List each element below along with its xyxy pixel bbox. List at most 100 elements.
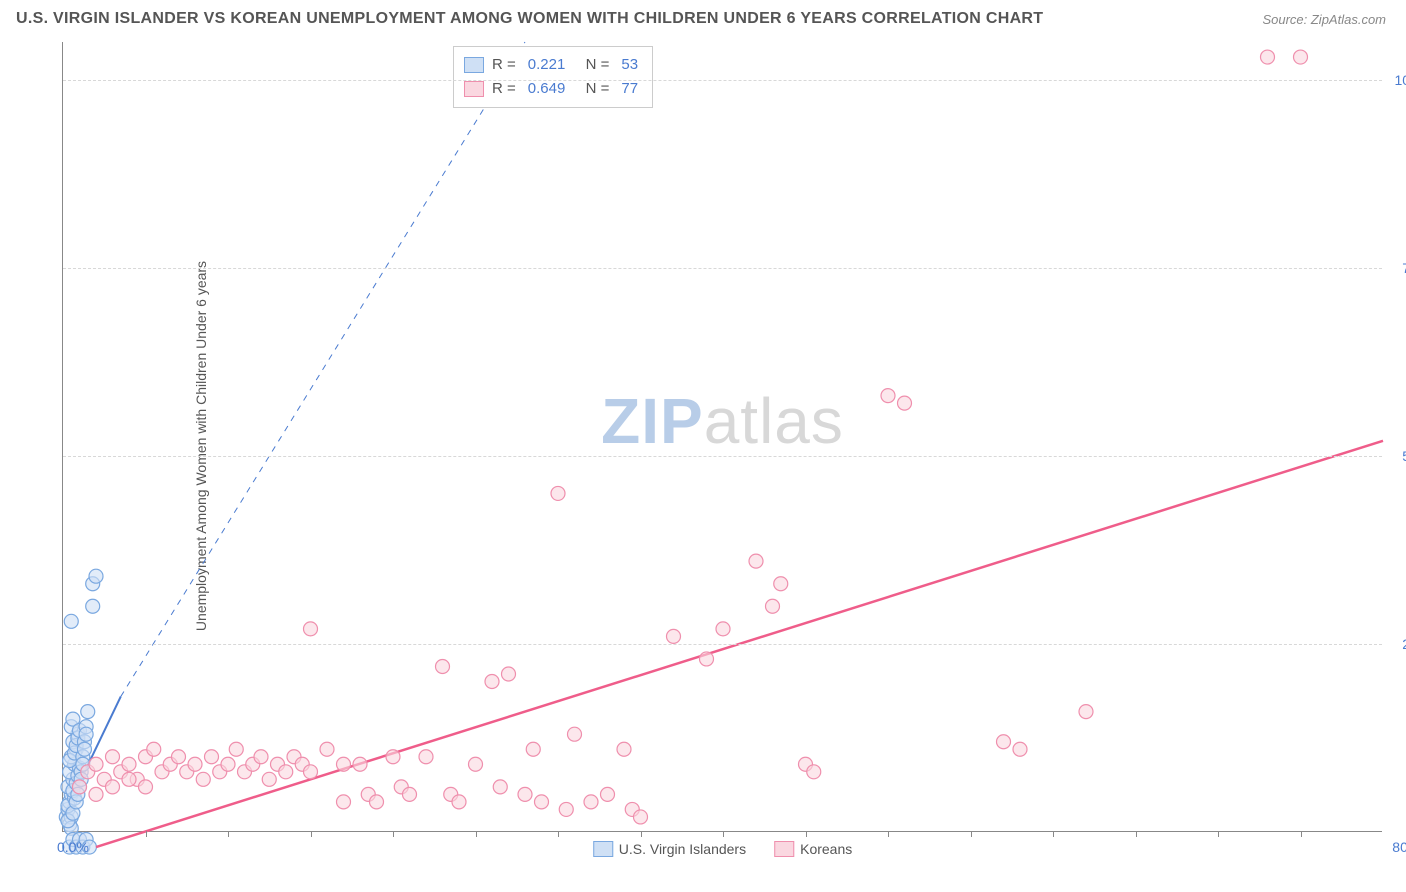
scatter-point: [1261, 50, 1275, 64]
scatter-point: [147, 742, 161, 756]
gridline: [63, 456, 1382, 457]
scatter-point: [1079, 705, 1093, 719]
scatter-point: [304, 622, 318, 636]
legend-swatch: [774, 841, 794, 857]
x-tick: [971, 831, 972, 837]
x-origin-label: 0.0%: [57, 839, 89, 855]
scatter-point: [262, 772, 276, 786]
scatter-point: [667, 629, 681, 643]
gridline: [63, 80, 1382, 81]
scatter-point: [568, 727, 582, 741]
x-tick: [1301, 831, 1302, 837]
scatter-point: [403, 787, 417, 801]
gridline: [63, 268, 1382, 269]
scatter-point: [452, 795, 466, 809]
legend-swatch: [464, 57, 484, 73]
x-max-label: 80.0%: [1392, 839, 1406, 855]
x-tick: [806, 831, 807, 837]
gridline: [63, 644, 1382, 645]
scatter-point: [436, 659, 450, 673]
x-tick: [228, 831, 229, 837]
x-tick: [888, 831, 889, 837]
scatter-point: [221, 757, 235, 771]
scatter-point: [337, 795, 351, 809]
scatter-point: [485, 675, 499, 689]
legend-r-value: 0.221: [528, 53, 566, 77]
scatter-point: [279, 765, 293, 779]
y-tick-label: 100.0%: [1395, 72, 1406, 88]
scatter-point: [584, 795, 598, 809]
y-tick-label: 25.0%: [1402, 636, 1406, 652]
chart-plot-area: ZIPatlas R =0.221 N =53R =0.649 N =77 0.…: [62, 42, 1382, 832]
scatter-point: [86, 599, 100, 613]
scatter-point: [617, 742, 631, 756]
x-tick: [1053, 831, 1054, 837]
x-tick: [146, 831, 147, 837]
scatter-point: [81, 705, 95, 719]
scatter-point: [106, 750, 120, 764]
scatter-point: [89, 757, 103, 771]
stats-legend-row: R = 0.221 N = 53: [464, 53, 642, 77]
scatter-point: [89, 787, 103, 801]
x-tick: [393, 831, 394, 837]
scatter-point: [493, 780, 507, 794]
scatter-point: [386, 750, 400, 764]
scatter-point: [469, 757, 483, 771]
trend-line-dashed: [121, 42, 525, 697]
y-tick-label: 50.0%: [1402, 448, 1406, 464]
x-tick: [723, 831, 724, 837]
scatter-point: [997, 735, 1011, 749]
scatter-point: [898, 396, 912, 410]
scatter-point: [881, 389, 895, 403]
chart-title: U.S. VIRGIN ISLANDER VS KOREAN UNEMPLOYM…: [16, 10, 1043, 28]
scatter-point: [766, 599, 780, 613]
scatter-point: [122, 757, 136, 771]
legend-swatch: [464, 81, 484, 97]
scatter-point: [73, 780, 87, 794]
scatter-point: [304, 765, 318, 779]
scatter-point: [535, 795, 549, 809]
x-tick: [476, 831, 477, 837]
stats-legend: R =0.221 N =53R =0.649 N =77: [453, 46, 653, 108]
scatter-point: [419, 750, 433, 764]
scatter-point: [79, 727, 93, 741]
series-legend-item: Koreans: [774, 841, 852, 857]
scatter-point: [188, 757, 202, 771]
scatter-point: [89, 569, 103, 583]
scatter-point: [1013, 742, 1027, 756]
source-label: Source: ZipAtlas.com: [1262, 12, 1386, 27]
scatter-point: [139, 780, 153, 794]
scatter-point: [122, 772, 136, 786]
x-tick: [1136, 831, 1137, 837]
scatter-point: [172, 750, 186, 764]
x-tick: [1218, 831, 1219, 837]
scatter-point: [634, 810, 648, 824]
x-tick: [641, 831, 642, 837]
series-legend-label: Koreans: [800, 841, 852, 857]
scatter-point: [1294, 50, 1308, 64]
series-legend-item: U.S. Virgin Islanders: [593, 841, 746, 857]
series-legend-label: U.S. Virgin Islanders: [619, 841, 746, 857]
scatter-point: [716, 622, 730, 636]
legend-r-label: R =: [492, 53, 516, 77]
legend-n-label: N =: [577, 53, 609, 77]
scatter-point: [77, 742, 91, 756]
x-tick: [558, 831, 559, 837]
scatter-point: [370, 795, 384, 809]
scatter-point: [807, 765, 821, 779]
y-tick-label: 75.0%: [1402, 260, 1406, 276]
scatter-point: [774, 577, 788, 591]
scatter-point: [64, 614, 78, 628]
scatter-point: [526, 742, 540, 756]
series-legend: U.S. Virgin Islanders Koreans: [593, 841, 853, 857]
legend-swatch: [593, 841, 613, 857]
scatter-point: [749, 554, 763, 568]
scatter-point: [196, 772, 210, 786]
scatter-point: [502, 667, 516, 681]
scatter-point: [106, 780, 120, 794]
scatter-point: [353, 757, 367, 771]
scatter-point: [205, 750, 219, 764]
legend-n-value: 53: [621, 53, 638, 77]
scatter-point: [559, 802, 573, 816]
scatter-point: [254, 750, 268, 764]
